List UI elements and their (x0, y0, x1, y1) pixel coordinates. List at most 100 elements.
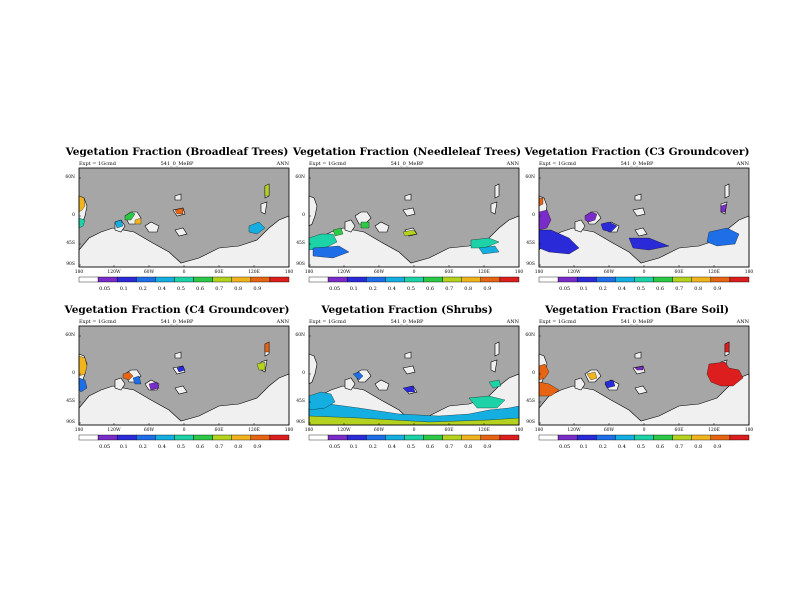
run-label: 541_0_MeBP (390, 319, 424, 325)
lat-tick-label: 0 (72, 213, 75, 218)
lon-tick-label: 0 (412, 270, 416, 275)
lon-tick-label: 60W (373, 270, 385, 275)
vegetation-patch (488, 379, 502, 389)
land-region (144, 221, 160, 233)
season-label: ANN (506, 319, 519, 325)
colorbar-swatch (250, 276, 271, 283)
lat-tick-label: 45S (296, 399, 305, 404)
lon-tick-label: 60E (444, 270, 454, 275)
colorbar-swatch (404, 434, 424, 441)
colorbar: 0.05 0.1 0.2 0.4 0.5 0.6 0.7 0.8 0.9 (538, 434, 750, 450)
colorbar-swatch (461, 276, 482, 283)
vegetation-patch (312, 245, 350, 259)
lat-tick-label: 60N (525, 175, 535, 180)
vegetation-patch (724, 341, 730, 353)
vegetation-patch (332, 227, 344, 237)
land-region (404, 351, 412, 359)
colorbar-swatch (116, 434, 137, 441)
experiment-label: Expt = 1Gcmd (79, 319, 116, 325)
map-panel: Vegetation Fraction (Broadleaf Trees) Exp… (57, 146, 297, 306)
colorbar-tick-label: 0.7 (445, 444, 453, 450)
lon-tick-label: 0 (412, 428, 416, 433)
land-region (724, 183, 730, 199)
vegetation-patch (470, 237, 500, 249)
land-region (174, 385, 188, 395)
lon-tick-label: 180 (744, 428, 754, 433)
colorbar-tick-label: 0.8 (234, 444, 242, 450)
lon-tick-label: 180 (534, 270, 544, 275)
colorbar-swatch (97, 276, 118, 283)
colorbar: 0.05 0.1 0.2 0.4 0.5 0.6 0.7 0.8 0.9 (78, 276, 290, 292)
land-region (632, 207, 646, 217)
lat-tick-label: 0 (72, 371, 75, 376)
colorbar-tick-label: 0.7 (445, 286, 453, 292)
lon-tick-label: 60W (373, 428, 385, 433)
colorbar-tick-label: 0.05 (99, 286, 110, 292)
run-label: 541_0_MeBP (620, 161, 654, 167)
vegetation-patch (706, 227, 740, 247)
lat-tick-label: 60N (65, 175, 75, 180)
colorbar-tick-label: 0.2 (599, 444, 607, 450)
colorbar-swatch (672, 434, 692, 441)
lon-tick-label: 60E (214, 428, 224, 433)
lon-tick-label: 120E (708, 270, 720, 275)
run-label: 541_0_MeBP (620, 319, 654, 325)
colorbar-swatch (155, 276, 175, 283)
colorbar-swatch (269, 276, 290, 283)
lon-tick-label: 60W (143, 270, 155, 275)
colorbar-tick-label: 0.9 (253, 444, 261, 450)
land-region (354, 211, 372, 225)
colorbar-swatch (212, 276, 232, 283)
colorbar-tick-label: 0.1 (580, 286, 588, 292)
colorbar-tick-label: 0.4 (158, 444, 166, 450)
colorbar-swatch (366, 276, 386, 283)
colorbar-swatch (212, 434, 232, 441)
colorbar-swatch (538, 276, 559, 283)
land-region (344, 219, 356, 233)
colorbar-tick-label: 0.05 (99, 444, 110, 450)
land-region (574, 219, 586, 233)
vegetation-patch (132, 375, 142, 385)
colorbar-swatch (653, 434, 673, 441)
colorbar-tick-label: 0.4 (388, 444, 396, 450)
lon-tick-label: 180 (514, 270, 524, 275)
colorbar-tick-label: 0.2 (139, 286, 147, 292)
map-plot (538, 325, 750, 426)
vegetation-patch (122, 371, 134, 381)
colorbar-swatch (442, 434, 462, 441)
panel-title: Vegetation Fraction (C3 Groundcover) (524, 146, 750, 158)
colorbar-tick-label: 0.1 (120, 444, 128, 450)
colorbar-swatch (710, 276, 731, 283)
colorbar-swatch (691, 276, 712, 283)
vegetation-patch (600, 221, 618, 233)
lon-tick-label: 120E (248, 428, 260, 433)
lat-tick-label: 45S (66, 241, 75, 246)
land-region (494, 341, 500, 357)
colorbar-tick-label: 0.8 (694, 286, 702, 292)
colorbar-swatch (653, 276, 673, 283)
colorbar-swatch (442, 276, 462, 283)
colorbar-swatch (385, 434, 405, 441)
land-region (634, 227, 648, 237)
lat-tick-label: 45S (296, 241, 305, 246)
colorbar-tick-label: 0.9 (713, 286, 721, 292)
colorbar-tick-label: 0.6 (196, 286, 204, 292)
colorbar-swatch (634, 434, 654, 441)
colorbar-swatch (327, 434, 348, 441)
lon-tick-label: 180 (304, 428, 314, 433)
colorbar-swatch (480, 276, 501, 283)
experiment-label: Expt = 1Gcmd (309, 161, 346, 167)
vegetation-patch (478, 245, 500, 255)
vegetation-patch (134, 217, 142, 225)
colorbar-swatch (308, 276, 329, 283)
lat-tick-label: 90S (66, 420, 75, 425)
lat-tick-label: 60N (525, 333, 535, 338)
lon-tick-label: 120W (567, 270, 581, 275)
vegetation-patch (468, 395, 506, 409)
season-label: ANN (276, 319, 289, 325)
colorbar-swatch (193, 434, 213, 441)
lon-tick-label: 60E (674, 270, 684, 275)
lon-tick-label: 60W (143, 428, 155, 433)
colorbar-tick-label: 0.4 (618, 286, 626, 292)
lat-tick-label: 0 (302, 371, 305, 376)
